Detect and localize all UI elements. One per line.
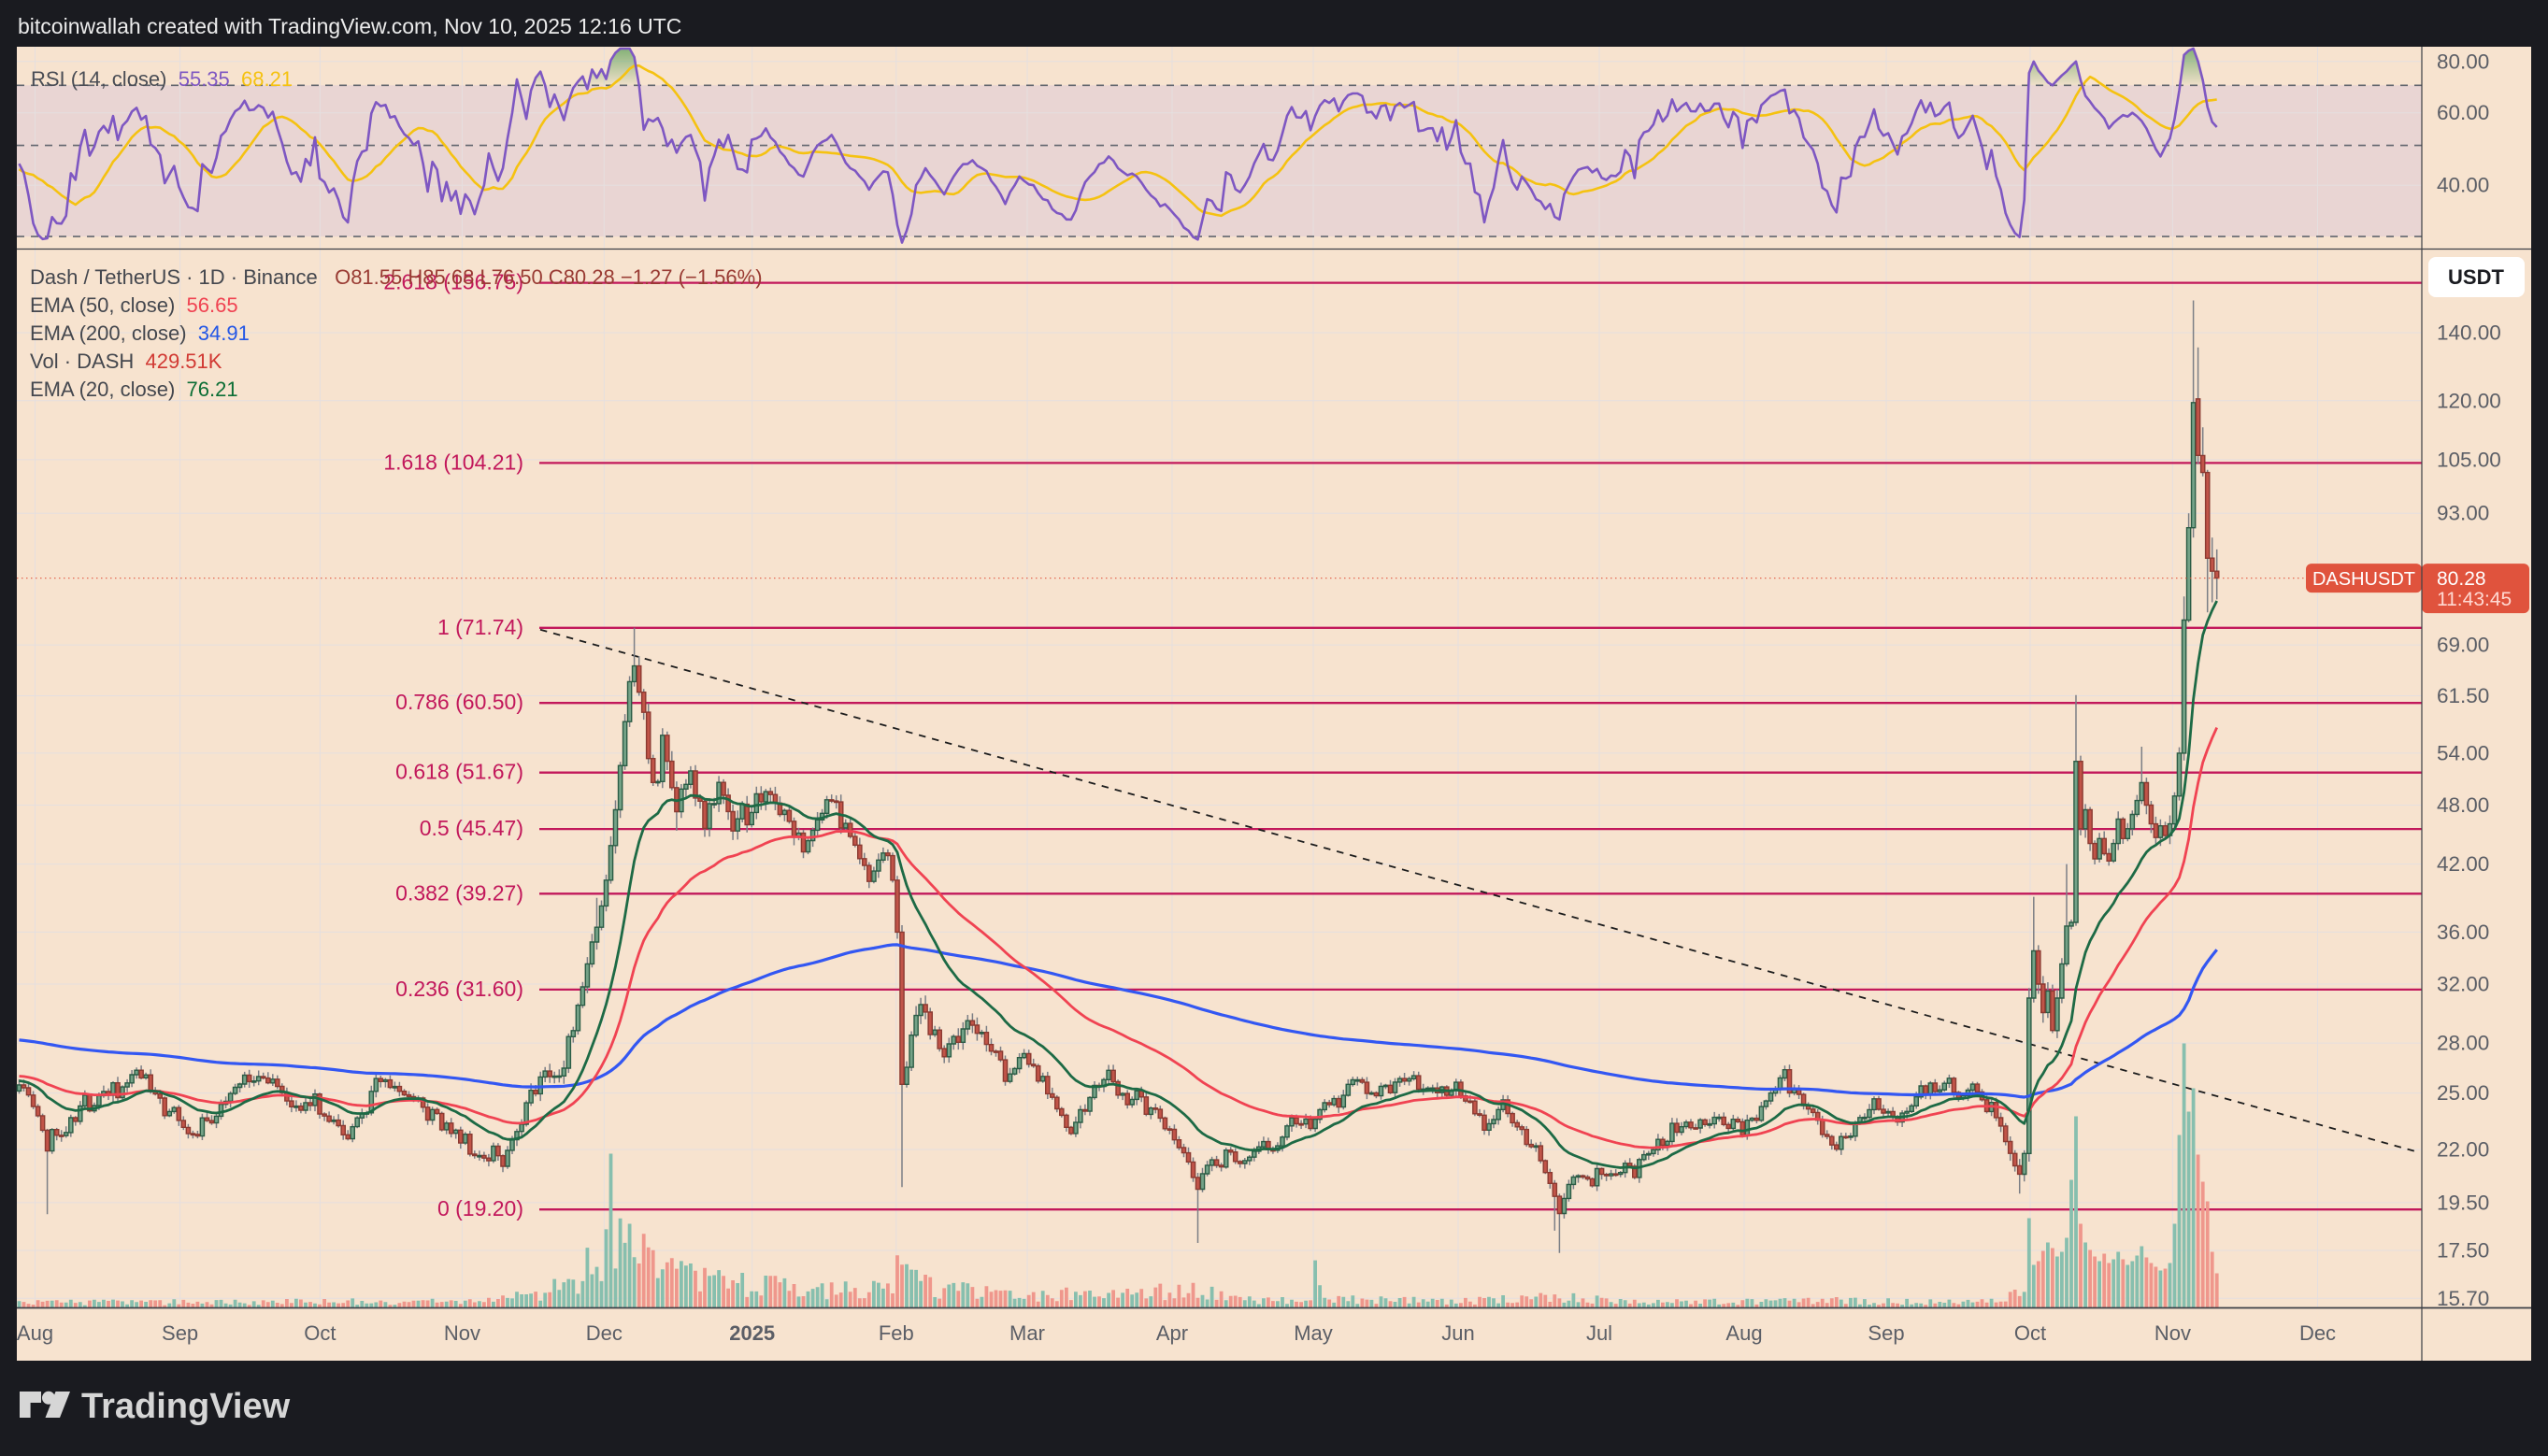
svg-text:0 (19.20): 0 (19.20) <box>437 1196 523 1220</box>
svg-text:TradingView: TradingView <box>81 1387 291 1426</box>
svg-text:60.00: 60.00 <box>2437 101 2489 124</box>
svg-text:Dash / TetherUS · 1D · Binance: Dash / TetherUS · 1D · Binance O81.55 H8… <box>30 265 763 289</box>
svg-text:Sep: Sep <box>162 1321 198 1345</box>
svg-text:RSI (14, close) 55.35 68.21: RSI (14, close) 55.35 68.21 <box>31 67 293 91</box>
svg-text:0.618 (51.67): 0.618 (51.67) <box>395 760 523 784</box>
svg-text:0.5 (45.47): 0.5 (45.47) <box>420 816 523 840</box>
svg-text:22.00: 22.00 <box>2437 1138 2489 1162</box>
svg-text:2.618 (156.75): 2.618 (156.75) <box>383 270 523 294</box>
svg-text:42.00: 42.00 <box>2437 852 2489 876</box>
svg-text:Jul: Jul <box>1586 1321 1612 1345</box>
svg-text:0.786 (60.50): 0.786 (60.50) <box>395 690 523 714</box>
svg-text:Mar: Mar <box>1009 1321 1045 1345</box>
svg-text:15.70: 15.70 <box>2437 1287 2489 1310</box>
svg-text:17.50: 17.50 <box>2437 1239 2489 1263</box>
svg-text:40.00: 40.00 <box>2437 174 2489 197</box>
svg-text:EMA (50, close) 56.65: EMA (50, close) 56.65 <box>30 293 238 317</box>
svg-text:54.00: 54.00 <box>2437 741 2489 764</box>
svg-text:25.00: 25.00 <box>2437 1081 2489 1105</box>
svg-text:0.382 (39.27): 0.382 (39.27) <box>395 880 523 905</box>
svg-text:48.00: 48.00 <box>2437 793 2489 817</box>
svg-text:Dec: Dec <box>586 1321 623 1345</box>
svg-text:2025: 2025 <box>729 1321 775 1345</box>
svg-text:93.00: 93.00 <box>2437 502 2489 525</box>
svg-text:Vol · DASH 429.51K: Vol · DASH 429.51K <box>30 350 222 373</box>
svg-text:Oct: Oct <box>304 1321 336 1345</box>
svg-text:EMA (20, close) 76.21: EMA (20, close) 76.21 <box>30 378 238 401</box>
svg-text:Dec: Dec <box>2299 1321 2336 1345</box>
svg-text:69.00: 69.00 <box>2437 634 2489 657</box>
svg-text:19.50: 19.50 <box>2437 1191 2489 1214</box>
svg-text:Sep: Sep <box>1868 1321 1904 1345</box>
svg-text:Nov: Nov <box>2154 1321 2191 1345</box>
svg-text:11:43:45: 11:43:45 <box>2437 589 2512 610</box>
svg-text:EMA (200, close) 34.91: EMA (200, close) 34.91 <box>30 321 250 345</box>
svg-text:28.00: 28.00 <box>2437 1032 2489 1055</box>
svg-text:May: May <box>1294 1321 1333 1345</box>
svg-text:1.618 (104.21): 1.618 (104.21) <box>383 450 523 474</box>
svg-text:80.28: 80.28 <box>2437 568 2486 590</box>
svg-text:120.00: 120.00 <box>2437 389 2501 412</box>
svg-text:1 (71.74): 1 (71.74) <box>437 615 523 639</box>
svg-text:Aug: Aug <box>1725 1321 1762 1345</box>
svg-text:DASHUSDT: DASHUSDT <box>2312 569 2415 590</box>
svg-text:105.00: 105.00 <box>2437 448 2501 471</box>
svg-text:Feb: Feb <box>879 1321 914 1345</box>
svg-text:0.236 (31.60): 0.236 (31.60) <box>395 977 523 1001</box>
svg-text:36.00: 36.00 <box>2437 921 2489 944</box>
svg-text:Apr: Apr <box>1156 1321 1188 1345</box>
svg-text:Aug: Aug <box>17 1321 53 1345</box>
svg-text:140.00: 140.00 <box>2437 321 2501 345</box>
svg-text:Oct: Oct <box>2014 1321 2046 1345</box>
svg-text:USDT: USDT <box>2448 265 2504 289</box>
svg-text:bitcoinwallah created with Tra: bitcoinwallah created with TradingView.c… <box>18 14 681 38</box>
svg-text:80.00: 80.00 <box>2437 50 2489 73</box>
svg-text:61.50: 61.50 <box>2437 684 2489 707</box>
svg-text:Nov: Nov <box>444 1321 480 1345</box>
svg-text:32.00: 32.00 <box>2437 973 2489 996</box>
svg-text:Jun: Jun <box>1441 1321 1474 1345</box>
